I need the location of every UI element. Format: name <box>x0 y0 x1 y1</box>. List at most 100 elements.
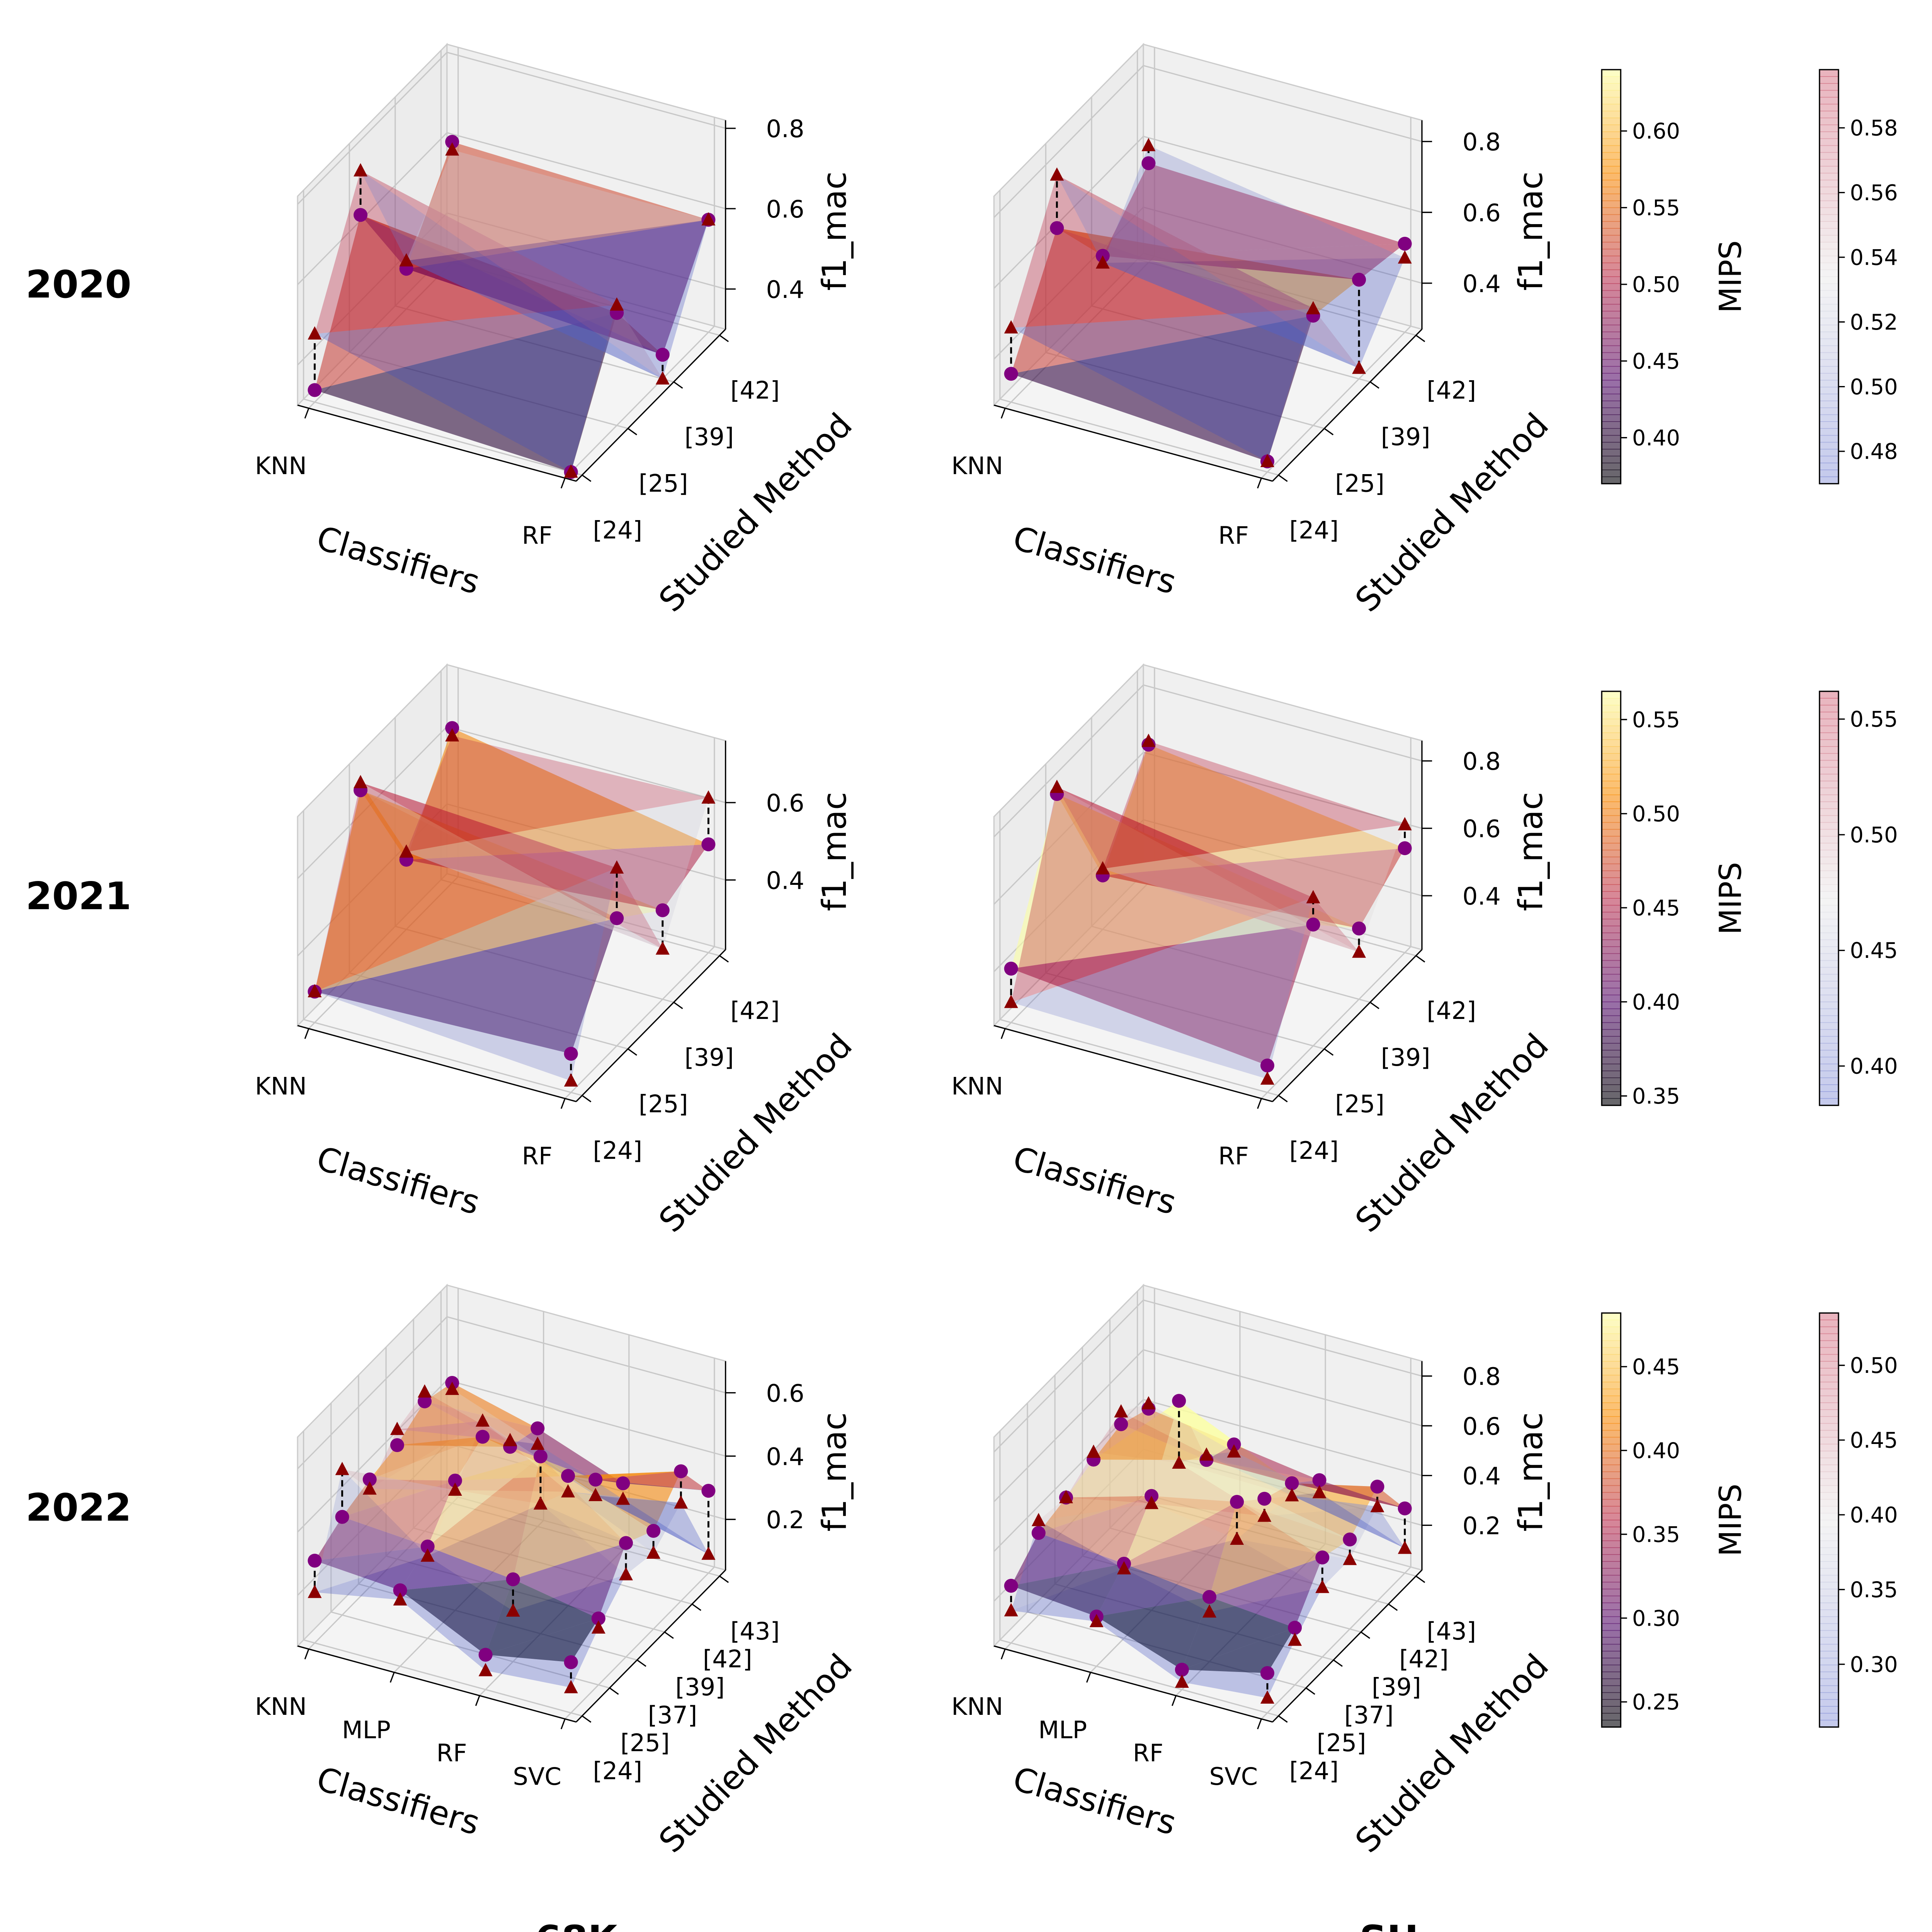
grid-line <box>447 132 726 209</box>
z-tick-label: 0.6 <box>766 789 804 817</box>
colorbar-segment <box>1602 242 1621 250</box>
colorbar-tick-label: 0.45 <box>1850 938 1898 963</box>
colorbar-segment <box>1602 1533 1621 1541</box>
colorbar-segment <box>1819 760 1839 768</box>
z-tick-label: 0.4 <box>1463 882 1501 910</box>
colorbar-segment <box>1602 1029 1621 1037</box>
colorbar-segment <box>1819 725 1839 733</box>
colorbar-segment <box>1819 1091 1839 1099</box>
colorbar-segment <box>1602 83 1621 91</box>
colorbar-segment <box>1819 166 1839 174</box>
y-tick <box>1415 955 1425 963</box>
colorbar-segment <box>1819 442 1839 450</box>
y-tick <box>609 1687 619 1695</box>
point-circle <box>1352 921 1366 935</box>
colorbar-segment <box>1602 1063 1621 1071</box>
colorbar-segment <box>1602 891 1621 899</box>
colorbar-segment <box>1602 1719 1621 1728</box>
point-triangle <box>588 1488 603 1501</box>
z-axis-label: f1_mac <box>816 172 854 291</box>
surface-facet <box>1102 243 1405 280</box>
grid-line <box>993 65 1144 218</box>
point-triangle <box>610 297 624 311</box>
column-label: 68K <box>535 1918 619 1932</box>
colorbar-frame <box>1819 690 1839 1106</box>
colorbar-segment <box>1602 1595 1621 1604</box>
colorbar-segment <box>1819 836 1839 844</box>
x-tick-label: KNN <box>255 1072 307 1100</box>
colorbar-segment <box>1819 1526 1839 1534</box>
x-tick <box>304 1028 310 1039</box>
y-tick-label: [24] <box>593 1136 642 1165</box>
colorbar-segment <box>1819 1098 1839 1106</box>
colorbar-segment <box>1602 1333 1621 1341</box>
colorbar-segment <box>1819 1616 1839 1624</box>
colorbar-segment <box>1602 732 1621 740</box>
colorbar-segment <box>1602 843 1621 850</box>
y-tick <box>628 428 637 435</box>
colorbar-tick-label: 0.50 <box>1632 801 1680 827</box>
x-axis <box>993 1645 1273 1723</box>
column-label: SH <box>1359 1918 1418 1932</box>
colorbar-segment <box>1602 1347 1621 1355</box>
point-triangle <box>564 1073 578 1087</box>
colorbar-segment <box>1602 974 1621 982</box>
colorbar-segment <box>1819 1416 1839 1424</box>
point-circle <box>1004 961 1018 976</box>
colorbar-segment <box>1819 1077 1839 1085</box>
colorbar-segment <box>1602 718 1621 726</box>
surface-facet <box>361 170 663 379</box>
colorbar-frame <box>1601 690 1622 1106</box>
colorbar-segment <box>1819 815 1839 823</box>
colorbar-segment <box>1819 808 1839 816</box>
colorbar-segment <box>1819 1340 1839 1348</box>
colorbar-segment <box>1819 698 1839 706</box>
colorbar-segment <box>1602 1699 1621 1707</box>
point-triangle <box>353 163 368 177</box>
colorbar-segment <box>1602 207 1621 215</box>
colorbar-segment <box>1602 1547 1621 1555</box>
colorbar-segment <box>1819 946 1839 954</box>
colorbar-segment <box>1819 1506 1839 1514</box>
colorbar-segment <box>1602 221 1621 229</box>
colorbar-segment <box>1602 1464 1621 1472</box>
x-tick-label: RF <box>522 1142 553 1170</box>
x-tick-label: RF <box>1218 522 1249 550</box>
surface-facet <box>1011 228 1313 374</box>
point-triangle <box>1089 1614 1104 1628</box>
x-tick-label: KNN <box>951 1692 1003 1721</box>
y-tick <box>1278 1095 1288 1102</box>
colorbar-tick-label: 0.55 <box>1632 196 1680 221</box>
point-triangle <box>399 253 413 267</box>
y-tick <box>1324 428 1334 435</box>
colorbar-segment <box>1819 1444 1839 1452</box>
y-tick-label: [25] <box>639 469 688 498</box>
y-tick <box>582 1715 592 1723</box>
colorbar-segment <box>1819 311 1839 319</box>
y-tick-label: [24] <box>593 516 642 544</box>
colorbar-tick-label: 0.35 <box>1632 1522 1680 1547</box>
colorbar-segment <box>1602 159 1621 167</box>
point-circle <box>1398 236 1412 251</box>
surface-facet <box>1124 1502 1237 1597</box>
surface-facet <box>406 798 709 949</box>
surface-facet <box>1209 1539 1323 1612</box>
point-triangle <box>591 1620 605 1634</box>
surface-facet <box>1011 897 1313 1079</box>
surface-facet <box>1121 1412 1234 1455</box>
colorbar-tick-label: 0.58 <box>1850 116 1898 141</box>
y-tick-label: [25] <box>1335 469 1384 498</box>
y-tick-label: [42] <box>1427 376 1476 405</box>
point-circle <box>646 1524 661 1538</box>
colorbar-segment <box>1602 918 1621 927</box>
colorbar-segment <box>1602 255 1621 264</box>
point-circle <box>610 911 624 925</box>
colorbar-segment <box>1602 801 1621 809</box>
colorbar-segment <box>1819 1381 1839 1389</box>
x-axis-label: Classifiers <box>1009 1139 1180 1223</box>
surface-facet <box>485 1579 599 1655</box>
surface-facet <box>1237 1516 1350 1560</box>
colorbar-segment <box>1819 912 1839 920</box>
colorbar-segment <box>1602 373 1621 381</box>
point-circle <box>1114 1417 1128 1431</box>
